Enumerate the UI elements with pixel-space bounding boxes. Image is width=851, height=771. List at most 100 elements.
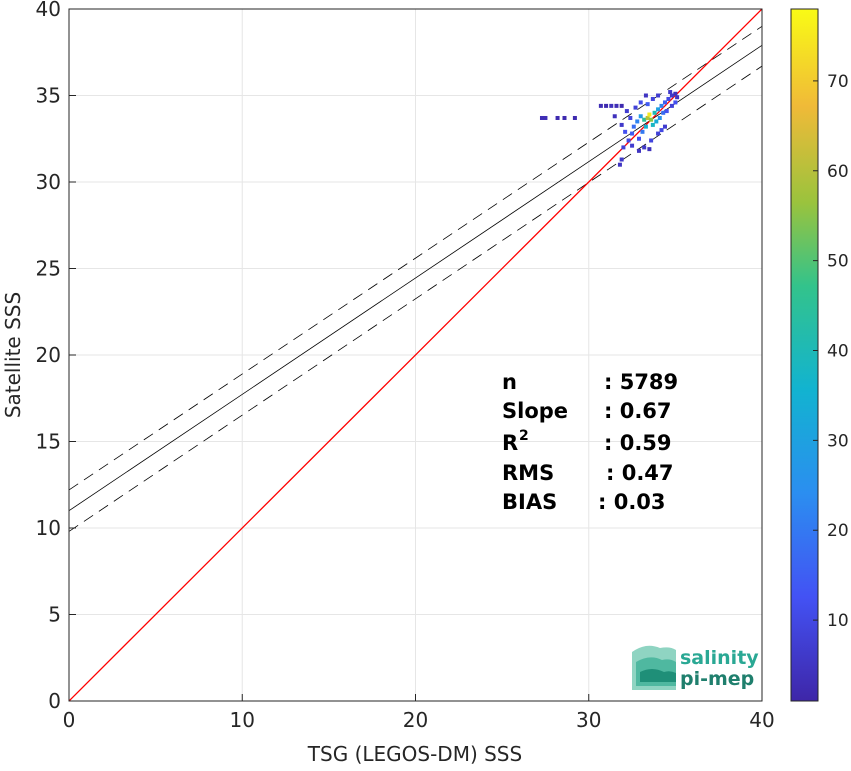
density-point: [638, 100, 643, 105]
density-point: [572, 115, 577, 120]
density-point: [604, 103, 609, 108]
x-tick-label: 0: [63, 708, 76, 732]
stat-value: : 0.47: [606, 461, 674, 485]
x-tick-label: 40: [749, 708, 774, 732]
density-point: [669, 93, 674, 98]
density-point: [621, 145, 626, 150]
y-tick-label: 20: [36, 343, 61, 367]
density-point: [659, 128, 664, 133]
stat-value: : 0.67: [604, 399, 672, 423]
density-point: [662, 100, 667, 105]
stat-label: BIAS: [502, 490, 557, 514]
logo-line1: salinity: [680, 647, 759, 669]
density-point: [643, 124, 648, 129]
y-tick-label: 25: [36, 257, 61, 281]
density-points: [539, 90, 680, 167]
density-point: [649, 138, 654, 143]
colorbar-tick-label: 60: [827, 162, 849, 182]
fit-line: [69, 44, 762, 512]
density-point: [654, 119, 659, 124]
density-point: [675, 95, 680, 100]
stat-label: R: [502, 431, 518, 455]
density-point: [659, 103, 664, 108]
density-point: [636, 136, 641, 141]
density-point: [650, 96, 655, 101]
colorbar-tick-label: 20: [827, 521, 849, 541]
density-point: [673, 91, 678, 96]
density-point: [539, 115, 544, 120]
density-point: [609, 103, 614, 108]
density-point: [673, 100, 678, 105]
colorbar-ticks: 10 20 30 40 50 60 70: [813, 72, 849, 631]
stat-value: : 0.59: [604, 431, 672, 455]
density-point: [642, 117, 647, 122]
density-point: [630, 131, 635, 136]
y-tick-label: 0: [48, 689, 61, 713]
x-tick-label: 10: [230, 708, 255, 732]
density-point: [555, 115, 560, 120]
stat-label: n: [502, 370, 517, 394]
stat-label: RMS: [502, 461, 554, 485]
density-point: [650, 122, 655, 127]
density-point: [640, 129, 645, 134]
density-point: [636, 148, 641, 153]
colorbar: [791, 9, 818, 701]
density-point: [642, 145, 647, 150]
density-point: [612, 114, 617, 119]
density-point: [633, 105, 638, 110]
density-point: [645, 102, 650, 107]
fit-lower-line: [69, 65, 762, 532]
x-axis-label: TSG (LEGOS-DM) SSS: [307, 742, 522, 766]
colorbar-tick-label: 70: [827, 72, 849, 92]
colorbar-tick-label: 30: [827, 431, 849, 451]
colorbar-frame: [790, 8, 819, 702]
y-tick-labels: 0 5 10 15 20 25 30 35 40: [36, 0, 76, 713]
density-point: [626, 138, 631, 143]
x-tick-label: 30: [576, 708, 601, 732]
wave-icon: [632, 645, 676, 690]
density-point: [664, 109, 669, 114]
y-axis-label: Satellite SSS: [1, 292, 25, 418]
density-point: [647, 112, 652, 117]
density-point: [661, 110, 666, 115]
density-point: [617, 162, 622, 167]
y-tick-label: 40: [36, 0, 61, 21]
density-point: [656, 93, 661, 98]
density-point: [652, 110, 657, 115]
density-point: [562, 115, 567, 120]
logo-line2: pi-mep: [680, 668, 754, 690]
density-point: [543, 115, 548, 120]
density-point: [657, 115, 662, 120]
density-point: [630, 143, 635, 148]
density-point: [624, 109, 629, 114]
density-point: [631, 124, 636, 129]
x-tick-label: 20: [403, 708, 428, 732]
y-tick-label: 30: [36, 170, 61, 194]
density-point: [619, 157, 624, 162]
density-point: [598, 103, 603, 108]
density-point: [649, 117, 654, 122]
stats-box: n : 5789 Slope : 0.67 R 2 : 0.59 RMS : 0.47 BIAS:…: [502, 370, 678, 514]
salinity-logo: salinity pi-mep: [632, 645, 759, 690]
y-tick-label: 10: [36, 516, 61, 540]
density-point: [643, 93, 648, 98]
y-tick-label: 35: [36, 84, 61, 108]
density-point: [656, 107, 661, 112]
colorbar-tick-label: 10: [827, 611, 849, 631]
density-point: [662, 124, 667, 129]
stat-value: : 0.03: [598, 490, 666, 514]
density-point: [669, 103, 674, 108]
colorbar-tick-label: 50: [827, 252, 849, 272]
density-point: [666, 96, 671, 101]
colorbar-tick-label: 40: [827, 342, 849, 362]
density-point: [668, 90, 673, 95]
density-point: [647, 147, 652, 152]
density-point: [628, 115, 633, 120]
stat-value: : 5789: [604, 370, 678, 394]
density-point: [619, 122, 624, 127]
density-point: [638, 114, 643, 119]
stat-superscript: 2: [519, 428, 529, 444]
stat-label: Slope: [502, 399, 568, 423]
